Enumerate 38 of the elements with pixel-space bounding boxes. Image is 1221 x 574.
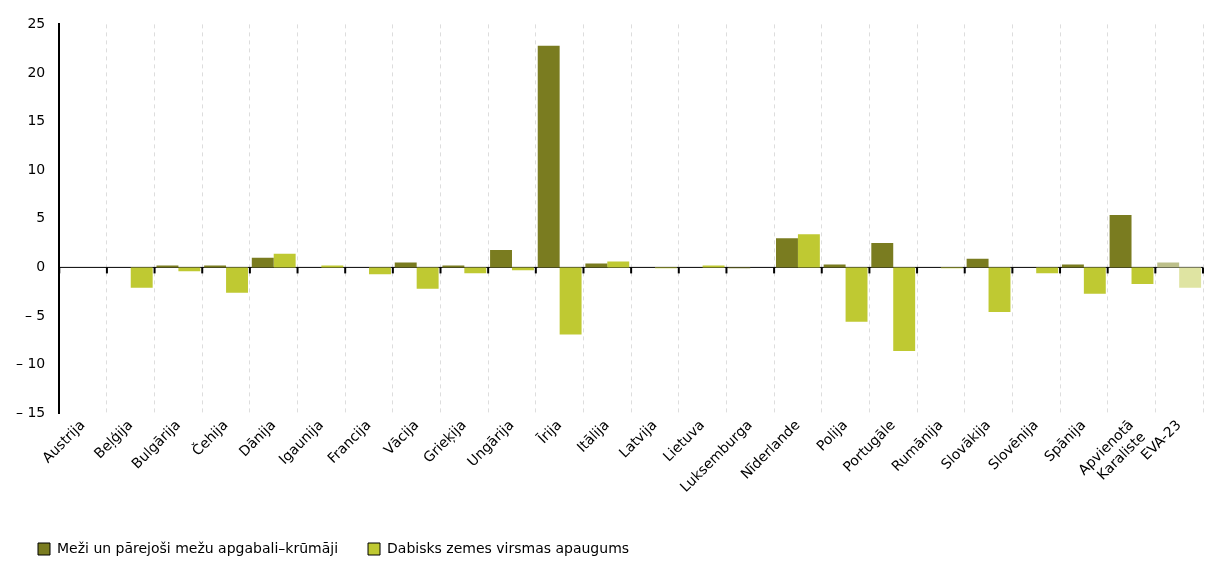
bar bbox=[988, 267, 1011, 313]
y-tick-label: 10 bbox=[27, 160, 46, 177]
bar bbox=[273, 253, 296, 268]
y-tick-label: – 10 bbox=[16, 355, 46, 372]
y-tick-label: – 15 bbox=[16, 403, 46, 420]
bar bbox=[797, 234, 820, 268]
y-tick-label: 0 bbox=[36, 258, 46, 275]
bar bbox=[893, 267, 916, 351]
y-tick-label: 5 bbox=[36, 209, 46, 226]
bar bbox=[1179, 267, 1202, 288]
bar bbox=[1109, 214, 1132, 268]
y-tick-label: 25 bbox=[27, 15, 46, 32]
bar bbox=[966, 258, 989, 268]
legend-label: Meži un pārejoši mežu apgabali–krūmāji bbox=[57, 539, 339, 556]
bar bbox=[1083, 267, 1106, 294]
bar bbox=[1131, 267, 1154, 284]
bar bbox=[537, 45, 560, 268]
y-tick-label: 15 bbox=[27, 112, 46, 129]
y-tick-label: 20 bbox=[27, 63, 46, 80]
bar bbox=[226, 267, 248, 293]
bar bbox=[871, 243, 894, 268]
legend-label: Dabisks zemes virsmas apaugums bbox=[387, 539, 630, 556]
bar bbox=[490, 249, 512, 268]
bar bbox=[178, 267, 201, 272]
y-tick-label: – 5 bbox=[24, 306, 46, 323]
bar bbox=[464, 267, 487, 274]
bar bbox=[776, 238, 798, 268]
bar bbox=[251, 257, 274, 268]
bar bbox=[130, 267, 153, 288]
bar bbox=[845, 267, 868, 322]
bar bbox=[1061, 264, 1084, 268]
bar bbox=[369, 267, 391, 275]
bar bbox=[511, 267, 534, 271]
x-tick-label: Īrija bbox=[534, 416, 565, 447]
bar bbox=[1036, 267, 1059, 274]
bar bbox=[416, 267, 439, 289]
bar bbox=[823, 264, 846, 268]
bar bbox=[559, 267, 582, 335]
